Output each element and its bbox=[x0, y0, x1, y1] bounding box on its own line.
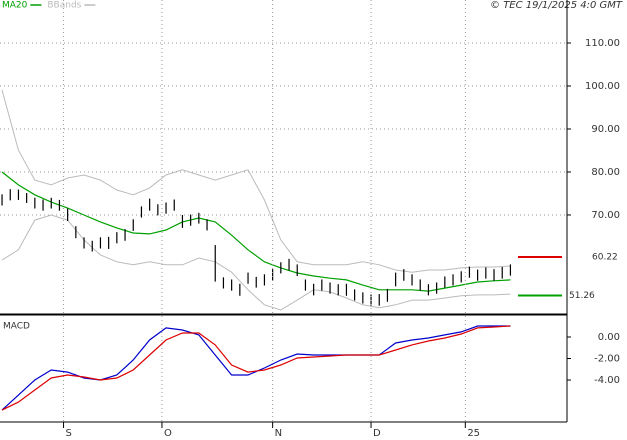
y-tick-label: 100.00 bbox=[585, 81, 620, 92]
ma-line bbox=[1, 171, 511, 292]
macd-title: MACD bbox=[3, 322, 30, 332]
bband-upper bbox=[1, 89, 511, 273]
macd-line bbox=[1, 325, 511, 411]
y-tick-label: 0.00 bbox=[598, 332, 620, 343]
x-tick-label: N bbox=[275, 428, 282, 439]
y-tick-label: -2.00 bbox=[594, 354, 620, 365]
y-tick-label: -4.00 bbox=[594, 375, 620, 386]
bband-lower bbox=[1, 214, 511, 311]
x-tick-label: O bbox=[164, 428, 172, 439]
level-label: 51.26 bbox=[569, 291, 595, 301]
x-tick-label: 25 bbox=[467, 428, 480, 439]
y-tick-label: 70.00 bbox=[591, 210, 620, 221]
y-tick-label: 90.00 bbox=[591, 124, 620, 135]
copyright-note: © TEC 19/1/2025 4:0 GMT bbox=[490, 0, 623, 11]
legend-label: BBands bbox=[47, 1, 81, 11]
x-tick-label: D bbox=[373, 428, 381, 439]
y-tick-label: 80.00 bbox=[591, 167, 620, 178]
macd-line bbox=[1, 325, 511, 411]
legend-label: MA20 bbox=[2, 1, 28, 11]
x-tick-label: S bbox=[66, 428, 72, 439]
y-tick-label: 110.00 bbox=[585, 38, 620, 49]
level-label: 60.22 bbox=[592, 253, 618, 263]
